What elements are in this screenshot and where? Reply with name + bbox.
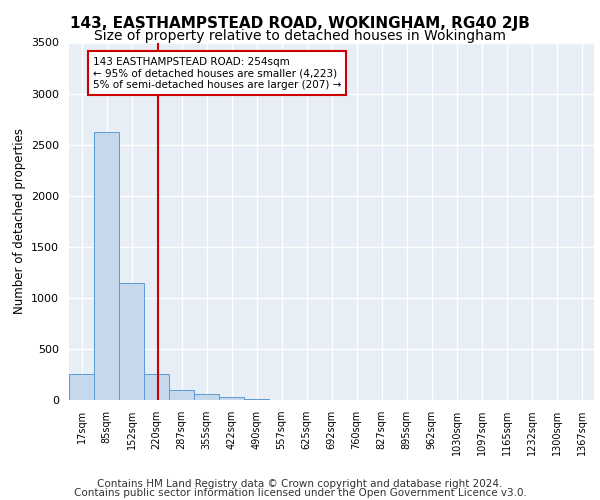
Bar: [219, 397, 244, 400]
Text: Contains HM Land Registry data © Crown copyright and database right 2024.: Contains HM Land Registry data © Crown c…: [97, 479, 503, 489]
Text: 143, EASTHAMPSTEAD ROAD, WOKINGHAM, RG40 2JB: 143, EASTHAMPSTEAD ROAD, WOKINGHAM, RG40…: [70, 16, 530, 31]
Bar: [169, 390, 194, 400]
Bar: [144, 374, 169, 400]
Bar: [119, 282, 144, 400]
Y-axis label: Number of detached properties: Number of detached properties: [13, 128, 26, 314]
Bar: [69, 374, 94, 400]
Bar: [94, 132, 119, 400]
Text: Size of property relative to detached houses in Wokingham: Size of property relative to detached ho…: [94, 29, 506, 43]
Text: Contains public sector information licensed under the Open Government Licence v3: Contains public sector information licen…: [74, 488, 526, 498]
Bar: [194, 394, 219, 400]
Text: 143 EASTHAMPSTEAD ROAD: 254sqm
← 95% of detached houses are smaller (4,223)
5% o: 143 EASTHAMPSTEAD ROAD: 254sqm ← 95% of …: [93, 56, 341, 90]
